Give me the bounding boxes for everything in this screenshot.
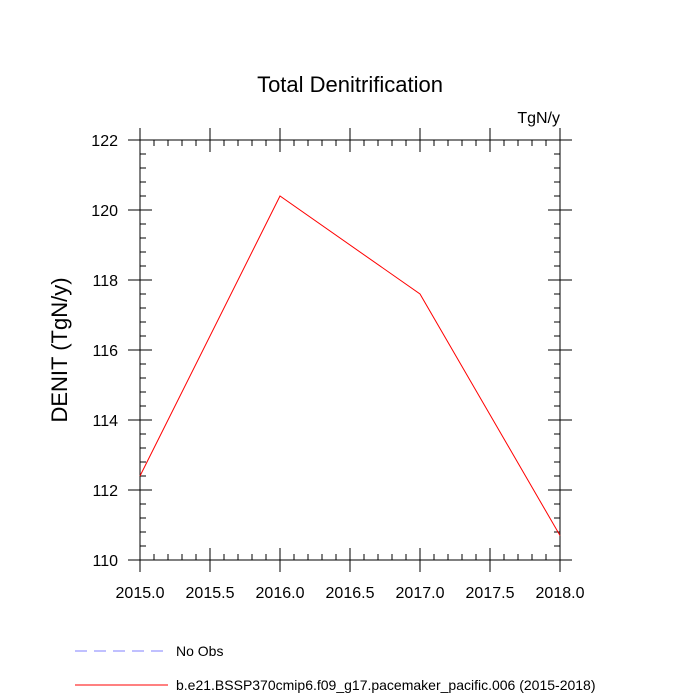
y-tick-label: 118	[92, 273, 118, 290]
x-tick-label: 2016.5	[326, 585, 375, 602]
x-tick-label: 2017.0	[396, 585, 445, 602]
x-tick-label: 2017.5	[466, 585, 515, 602]
y-tick-label: 120	[91, 203, 118, 220]
legend-label-1: b.e21.BSSP370cmip6.f09_g17.pacemaker_pac…	[176, 677, 596, 693]
y-axis-label: DENIT (TgN/y)	[47, 277, 72, 422]
y-tick-label: 114	[92, 413, 118, 430]
x-tick-label: 2015.0	[116, 585, 165, 602]
x-tick-label: 2018.0	[536, 585, 585, 602]
legend: No Obs b.e21.BSSP370cmip6.f09_g17.pacemak…	[75, 643, 596, 693]
x-tick-label: 2015.5	[186, 585, 235, 602]
series-line-1	[139, 195, 561, 536]
chart-title: Total Denitrification	[257, 72, 443, 97]
y-tick-label: 112	[92, 483, 118, 500]
y-tick-label: 110	[92, 553, 118, 570]
units-label: TgN/y	[517, 110, 560, 127]
axes: 2015.0 2015.5 2016.0 2016.5 2017.0 2017.5 2018…	[91, 128, 585, 602]
y-tick-label: 116	[92, 343, 118, 360]
y-tick-label: 122	[91, 133, 118, 150]
series-layer	[139, 195, 561, 536]
legend-label-0: No Obs	[176, 643, 223, 659]
x-tick-label: 2016.0	[256, 585, 305, 602]
